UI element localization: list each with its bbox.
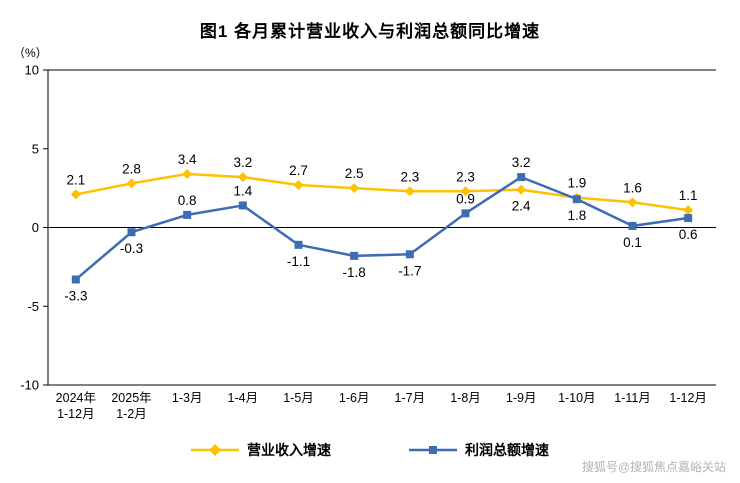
data-point-label: 1.8	[567, 208, 586, 223]
x-axis-label: 1-11月	[614, 391, 651, 405]
series-line-0	[75, 172, 689, 212]
data-point-label: 1.9	[567, 176, 586, 191]
data-point-marker	[126, 178, 137, 189]
series-line-1	[75, 175, 689, 281]
x-axis-label: 1-4月	[228, 391, 259, 405]
data-point-marker	[350, 251, 359, 260]
data-point-marker	[237, 172, 248, 183]
x-axis-label: 1-10月	[558, 391, 596, 405]
data-point-label: 2.7	[289, 163, 308, 178]
data-point-label: 0.6	[679, 227, 698, 242]
data-point-label: 3.4	[178, 152, 197, 167]
data-point-marker	[183, 210, 192, 219]
data-point-marker	[684, 214, 693, 223]
data-point-marker	[349, 183, 360, 194]
legend-label-profit: 利润总额增速	[465, 442, 549, 458]
data-point-label: 1.6	[623, 180, 642, 195]
data-point-label: 2.5	[345, 166, 364, 181]
data-point-label: 2.3	[456, 169, 475, 184]
legend-label-revenue: 营业收入增速	[247, 442, 331, 458]
y-axis-unit-label: （%）	[13, 46, 48, 60]
data-point-marker	[572, 195, 581, 204]
data-point-marker	[127, 228, 136, 237]
data-point-label: -1.7	[398, 263, 421, 278]
x-axis-label: 1-5月	[283, 391, 314, 405]
x-axis-label: 2024年 1-12月	[56, 391, 96, 421]
x-axis-label: 1-8月	[450, 391, 481, 405]
x-axis-label: 1-9月	[506, 391, 537, 405]
data-point-label: 2.3	[400, 169, 419, 184]
data-point-marker	[627, 197, 638, 208]
data-point-marker	[461, 209, 470, 218]
legend-marker-profit-icon	[409, 446, 457, 454]
data-point-marker	[70, 189, 81, 200]
legend-item-revenue: 营业收入增速	[191, 440, 331, 460]
data-point-marker	[293, 179, 304, 190]
data-point-marker	[404, 186, 415, 197]
x-axis-label: 1-6月	[339, 391, 370, 405]
data-point-marker	[238, 201, 247, 210]
y-tick-label: -5	[27, 299, 39, 314]
data-point-label: 0.9	[456, 191, 475, 206]
x-axis-label: 1-3月	[172, 391, 203, 405]
legend-item-profit: 利润总额增速	[409, 440, 549, 460]
data-point-label: 1.4	[233, 183, 252, 198]
data-point-marker	[516, 184, 527, 195]
y-tick-label: -10	[20, 378, 39, 393]
data-point-marker	[683, 205, 694, 216]
data-point-marker	[294, 240, 303, 249]
chart-title: 图1 各月累计营业收入与利润总额同比增速	[199, 22, 541, 41]
legend-marker-revenue-icon	[191, 444, 239, 456]
data-point-label: 0.1	[623, 235, 642, 250]
data-point-marker	[405, 250, 414, 259]
x-axis-label: 2025年 1-2月	[111, 391, 151, 421]
x-axis-label: 1-12月	[669, 391, 707, 405]
data-point-label: 2.4	[512, 199, 531, 214]
data-point-label: 0.8	[178, 193, 197, 208]
data-point-label: 3.2	[233, 155, 252, 170]
data-point-label: -1.8	[343, 265, 366, 280]
chart-legend: 营业收入增速 利润总额增速	[0, 440, 740, 460]
data-point-marker	[71, 275, 80, 284]
data-point-label: -3.3	[64, 288, 87, 303]
y-tick-label: 0	[32, 220, 39, 235]
y-tick-label: 10	[25, 63, 39, 78]
data-point-label: -1.1	[287, 254, 310, 269]
data-point-label: 2.1	[66, 172, 85, 187]
data-point-marker	[517, 173, 526, 182]
x-axis-label: 1-7月	[395, 391, 426, 405]
data-point-marker	[628, 221, 637, 230]
data-point-marker	[182, 168, 193, 179]
y-tick-label: 5	[32, 141, 39, 156]
data-point-label: -0.3	[120, 241, 143, 256]
data-point-label: 2.8	[122, 161, 141, 176]
data-point-marker	[460, 186, 471, 197]
data-point-label: 3.2	[512, 155, 531, 170]
watermark: 搜狐号@搜狐焦点嘉峪关站	[581, 460, 726, 474]
data-point-label: 1.1	[679, 188, 698, 203]
